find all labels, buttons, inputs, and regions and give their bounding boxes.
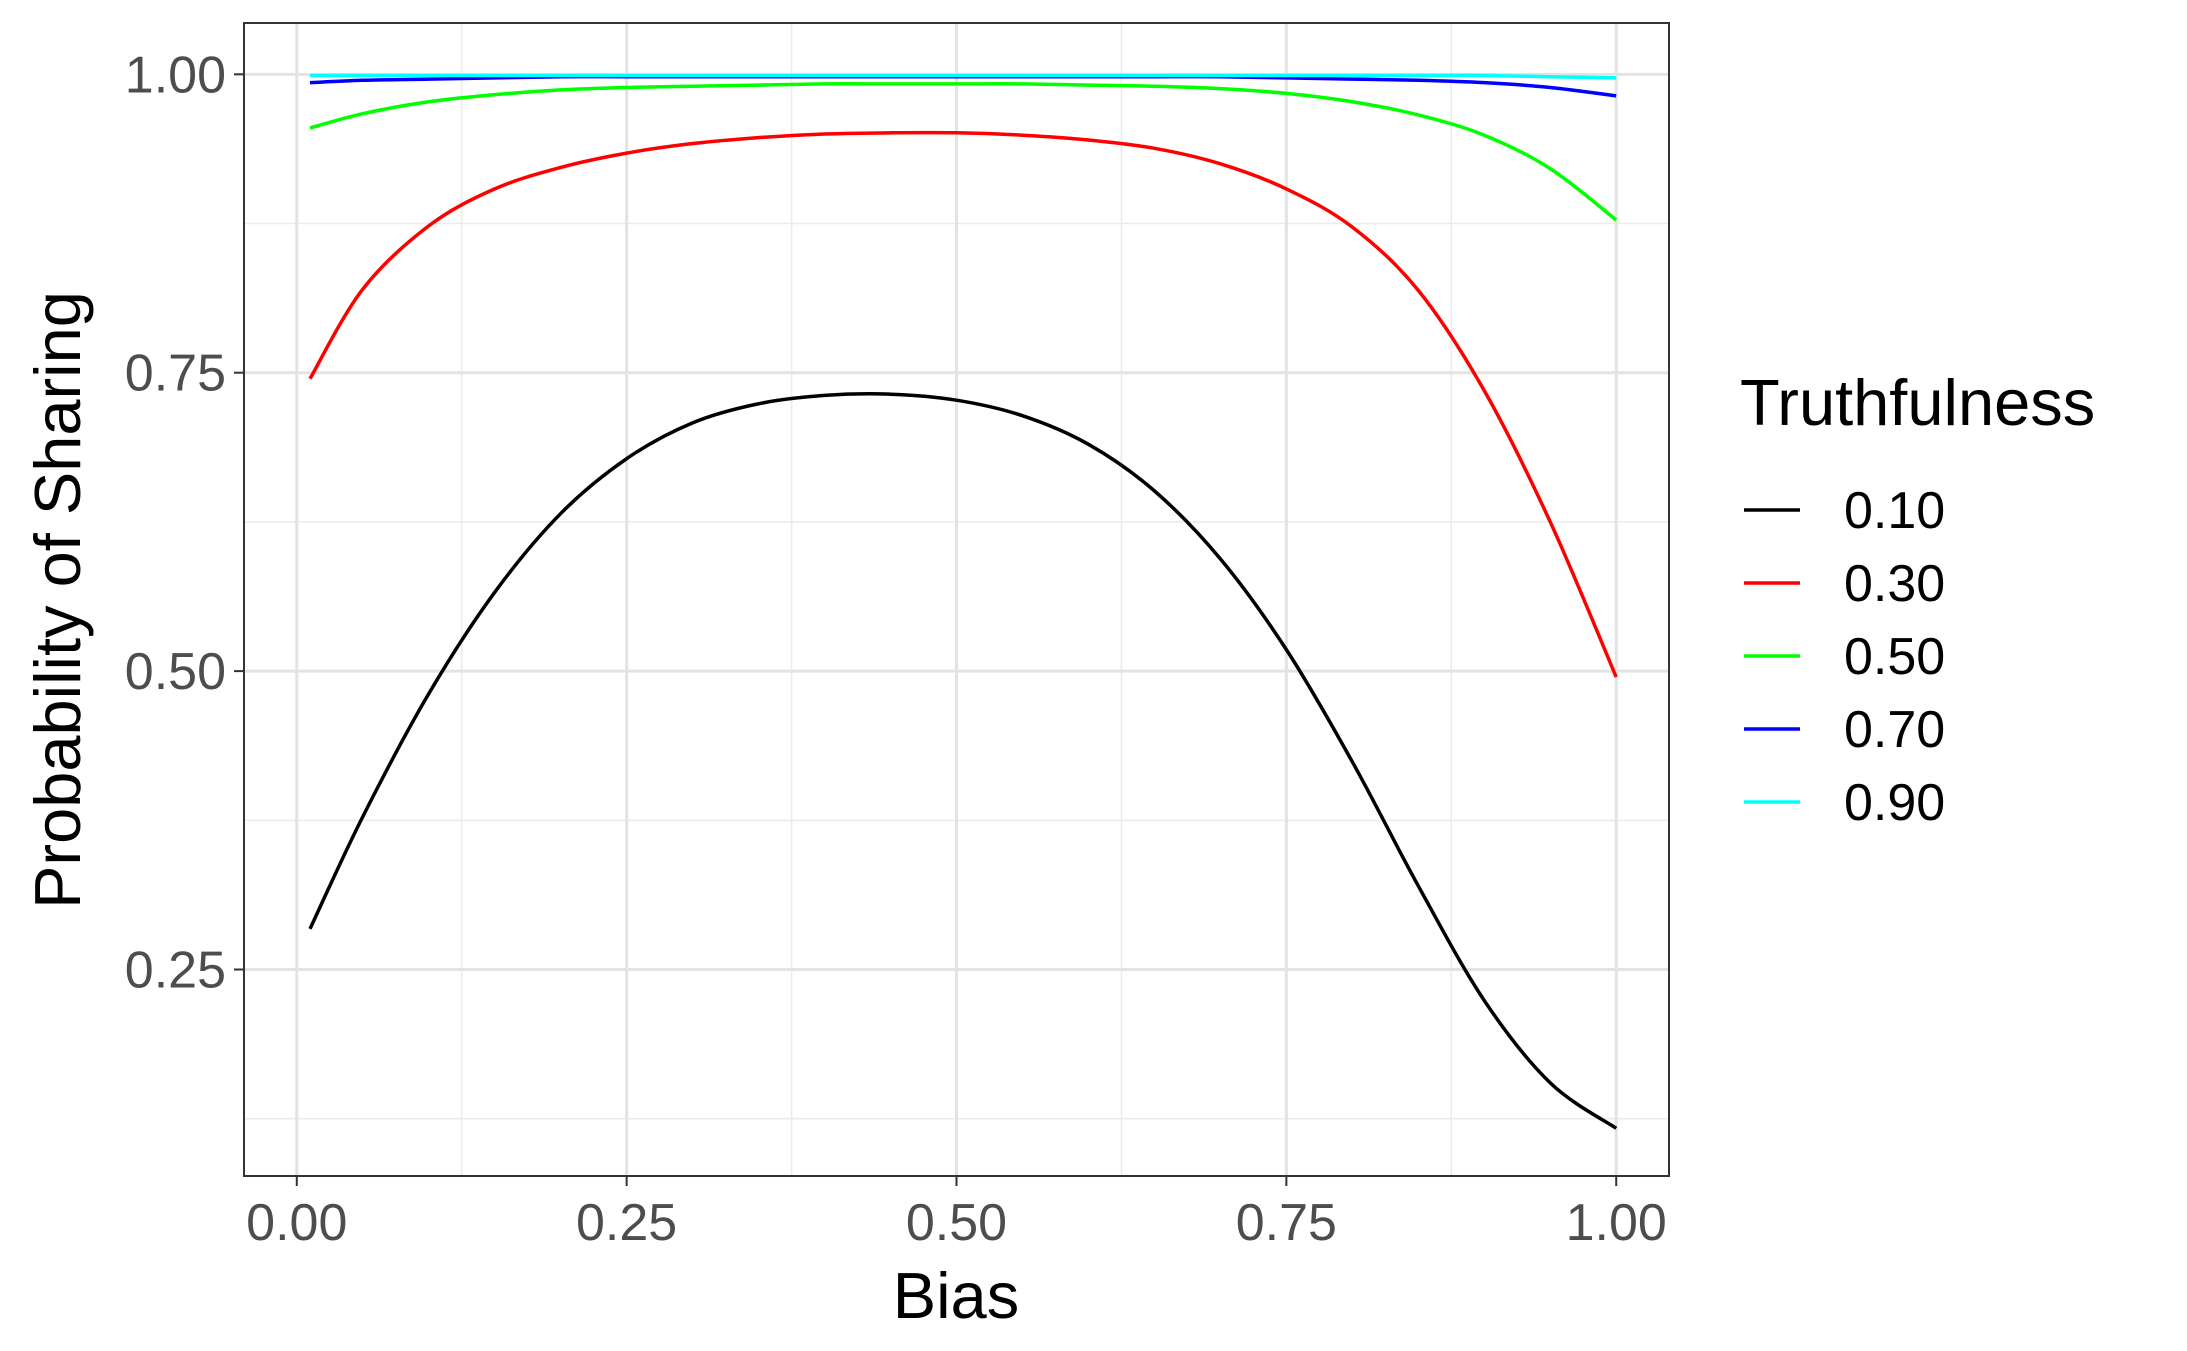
legend-item: 0.70 — [1744, 701, 1945, 759]
x-tick-label: 0.25 — [576, 1194, 677, 1252]
legend-item: 0.90 — [1744, 774, 1945, 832]
x-tick-label: 0.00 — [246, 1194, 347, 1252]
series-line-0.30 — [308, 130, 1618, 678]
legend-items: 0.10 0.30 0.50 0.70 0.90 — [1744, 482, 1945, 832]
legend-label: 0.70 — [1844, 701, 1945, 759]
series-line-0.50 — [309, 82, 1618, 222]
legend: Truthfulness 0.10 0.30 0.50 0.70 0.90 — [1740, 366, 2095, 832]
x-tick-label: 0.50 — [906, 1194, 1007, 1252]
grid-lines — [244, 23, 1669, 1176]
y-tick-label: 0.75 — [125, 345, 226, 403]
legend-item: 0.10 — [1744, 482, 1945, 540]
x-tick-label: 0.75 — [1236, 1194, 1337, 1252]
legend-item: 0.30 — [1744, 555, 1945, 613]
series-line-0.90 — [309, 73, 1617, 80]
y-tick-label: 0.25 — [125, 942, 226, 1000]
y-tick-label: 0.50 — [125, 643, 226, 701]
series-line-0.10 — [308, 392, 1618, 1130]
legend-label: 0.10 — [1844, 482, 1945, 540]
y-tick-label: 1.00 — [125, 46, 226, 104]
x-tick-label: 1.00 — [1566, 1194, 1667, 1252]
x-axis-title: Bias — [893, 1259, 1019, 1332]
legend-label: 0.50 — [1844, 628, 1945, 686]
y-axis-title: Probability of Sharing — [21, 291, 94, 909]
series-lines — [308, 73, 1618, 1130]
legend-title: Truthfulness — [1740, 366, 2095, 439]
axes: 0.00 0.25 0.50 0.75 1.00 0.25 0.50 0.75 1.00 — [125, 46, 1667, 1252]
legend-label: 0.90 — [1844, 774, 1945, 832]
legend-label: 0.30 — [1844, 555, 1945, 613]
legend-item: 0.50 — [1744, 628, 1945, 686]
